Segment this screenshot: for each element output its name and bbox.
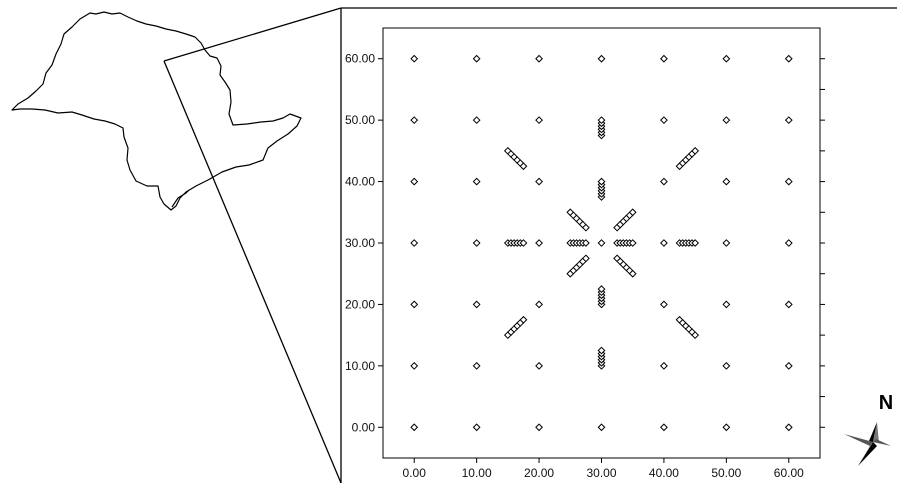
data-point	[691, 239, 700, 247]
data-point	[410, 54, 419, 63]
y-tick-label: 20.00	[345, 297, 375, 311]
data-point	[660, 177, 668, 186]
data-point	[472, 300, 481, 309]
region-outline-map-icon	[11, 11, 302, 211]
data-point	[472, 423, 481, 432]
data-point	[597, 239, 606, 247]
scatter-plot: 0.00 10.00 20.00 30.00 40.00 50.00 60.00 0.00 1…	[345, 27, 825, 480]
data-point	[519, 315, 528, 324]
data-point	[535, 423, 543, 432]
callout-line-top-edge	[163, 7, 342, 62]
data-point	[628, 269, 637, 278]
x-tick-label: 50.00	[711, 466, 741, 480]
data-point	[660, 116, 668, 125]
x-tick-label: 20.00	[524, 466, 554, 480]
x-tick-label: 40.00	[649, 466, 679, 480]
data-point	[722, 361, 731, 370]
data-point	[597, 423, 606, 432]
data-point	[722, 239, 731, 247]
data-point	[472, 239, 481, 247]
data-point	[660, 239, 668, 247]
data-point	[660, 423, 668, 432]
y-tick-label: 60.00	[345, 52, 375, 66]
data-point	[472, 177, 481, 186]
data-point	[784, 239, 793, 247]
x-tick-label: 30.00	[586, 466, 616, 480]
data-point	[535, 239, 543, 247]
data-point	[581, 254, 590, 263]
data-point	[722, 177, 731, 186]
zoom-callout-lines	[163, 7, 897, 483]
data-point	[660, 300, 668, 309]
data-point	[691, 146, 700, 155]
data-point	[722, 423, 731, 432]
data-point	[535, 116, 543, 125]
data-point	[519, 162, 528, 171]
data-point	[660, 54, 668, 63]
data-point	[628, 208, 637, 217]
data-point	[691, 331, 700, 340]
data-point	[597, 54, 606, 63]
data-point	[410, 423, 419, 432]
north-arrow-icon: N	[844, 392, 893, 466]
data-point	[628, 239, 637, 247]
data-point	[784, 54, 793, 63]
data-point	[784, 116, 793, 125]
data-point	[410, 239, 419, 247]
data-point	[722, 54, 731, 63]
right-axis-minor-ticks	[820, 58, 825, 428]
data-point	[581, 223, 590, 232]
y-tick-label: 40.00	[345, 175, 375, 189]
data-point	[597, 346, 606, 355]
x-tick-label: 60.00	[774, 466, 804, 480]
data-point	[535, 177, 543, 186]
data-point	[535, 54, 543, 63]
data-point	[410, 177, 419, 186]
callout-line-lower	[163, 60, 342, 483]
data-point	[784, 423, 793, 432]
x-tick-label: 10.00	[462, 466, 492, 480]
data-point	[597, 177, 606, 186]
y-tick-label: 10.00	[345, 359, 375, 373]
y-axis-ticks: 0.00 10.00 20.00 30.00 40.00 50.00 60.00	[345, 52, 383, 434]
data-point	[472, 54, 481, 63]
data-point	[660, 361, 668, 370]
data-points	[410, 54, 793, 432]
data-point	[519, 239, 528, 247]
data-point	[784, 177, 793, 186]
y-tick-label: 0.00	[352, 420, 376, 434]
y-tick-label: 50.00	[345, 113, 375, 127]
y-tick-label: 30.00	[345, 236, 375, 250]
data-point	[535, 361, 543, 370]
data-point	[410, 361, 419, 370]
x-tick-label: 0.00	[403, 466, 427, 480]
data-point	[784, 361, 793, 370]
data-point	[722, 116, 731, 125]
data-point	[581, 239, 590, 247]
x-axis-ticks: 0.00 10.00 20.00 30.00 40.00 50.00 60.00	[403, 458, 804, 480]
data-point	[410, 116, 419, 125]
data-point	[784, 300, 793, 309]
data-point	[597, 116, 606, 125]
data-point	[472, 361, 481, 370]
compass-label: N	[879, 392, 893, 414]
data-point	[597, 285, 606, 293]
data-point	[472, 116, 481, 125]
data-point	[535, 300, 543, 309]
data-point	[410, 300, 419, 309]
data-point	[722, 300, 731, 309]
